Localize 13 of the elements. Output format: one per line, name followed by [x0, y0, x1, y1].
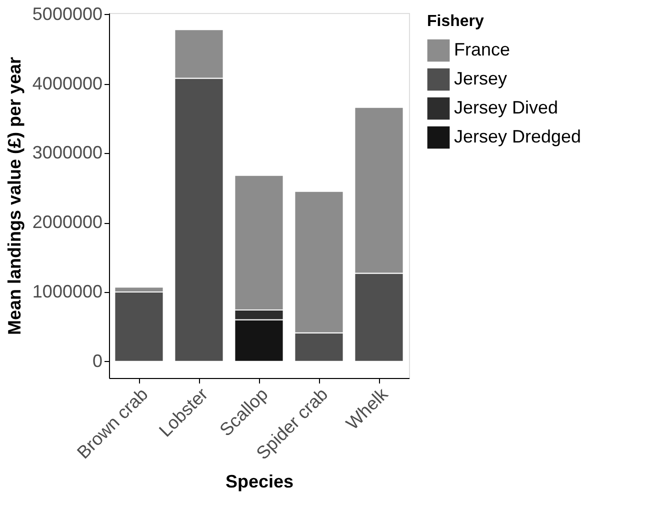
legend-label: France	[454, 40, 510, 60]
x-axis-title: Species	[225, 471, 294, 492]
y-tick-label: 0	[92, 350, 102, 371]
y-tick-label: 1000000	[32, 281, 102, 302]
y-tick-label: 4000000	[32, 73, 102, 94]
y-tick-label: 3000000	[32, 142, 102, 163]
legend-label: Jersey Dredged	[454, 126, 582, 146]
y-tick-label: 2000000	[32, 212, 102, 232]
legend-label: Jersey	[454, 68, 508, 88]
y-tick-label: 5000000	[32, 4, 102, 24]
legend-label: Jersey Dived	[454, 98, 558, 118]
legend-title: Fishery	[427, 13, 484, 30]
y-axis-title: Mean landings value (£) per year	[4, 56, 24, 336]
